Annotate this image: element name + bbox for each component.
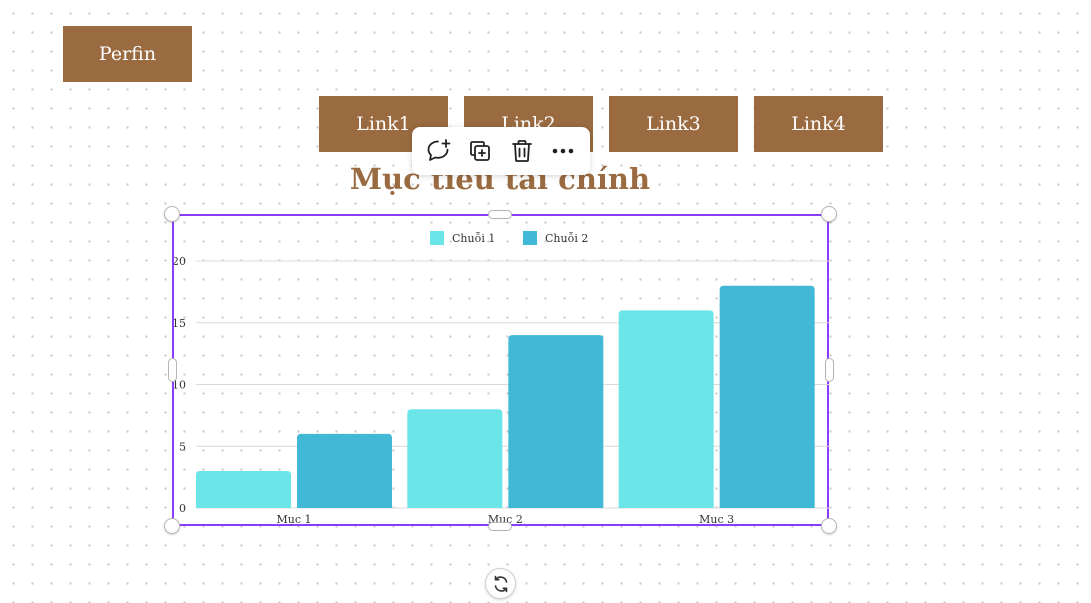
x-tick-label: Mục 3 (699, 513, 734, 526)
y-tick-label: 0 (179, 502, 186, 515)
resize-handle-bottom[interactable] (488, 522, 512, 531)
x-tick-label: Mục 1 (276, 513, 311, 526)
nav-link-1[interactable]: Link1 (319, 96, 448, 152)
rotate-button[interactable] (485, 568, 516, 599)
legend-label: Chuỗi 2 (545, 232, 588, 245)
add-comment-button[interactable] (421, 133, 457, 169)
nav-link-3[interactable]: Link3 (609, 96, 738, 152)
resize-handle-bottom-right[interactable] (821, 518, 837, 534)
more-options-button[interactable] (545, 133, 581, 169)
chart-container[interactable]: 0 5 10 15 20 Mục 1 Mục 2 Mục 3 Chuỗi 1 Chuỗi 2 (172, 214, 830, 526)
legend-swatch (523, 231, 537, 245)
trash-icon (511, 140, 532, 162)
y-tick-label: 10 (174, 379, 186, 392)
logo-button[interactable]: Perfin (63, 26, 192, 82)
duplicate-button[interactable] (462, 133, 498, 169)
duplicate-icon (470, 141, 491, 161)
resize-handle-top[interactable] (488, 210, 512, 219)
rotate-icon (494, 575, 507, 592)
resize-handle-top-right[interactable] (821, 206, 837, 222)
legend-swatch (430, 231, 444, 245)
bar-1-2 (407, 409, 503, 508)
resize-handle-right[interactable] (825, 358, 834, 382)
resize-handle-top-left[interactable] (164, 206, 180, 222)
element-toolbar (412, 127, 590, 175)
y-tick-label: 15 (174, 317, 186, 330)
comment-add-icon (427, 139, 451, 161)
y-tick-label: 20 (174, 255, 186, 268)
bar-1-1 (196, 470, 291, 508)
legend-label: Chuỗi 1 (452, 232, 495, 245)
resize-handle-left[interactable] (168, 358, 177, 382)
bar-2-1 (297, 433, 392, 508)
resize-handle-bottom-left[interactable] (164, 518, 180, 534)
nav-link-4[interactable]: Link4 (754, 96, 883, 152)
delete-button[interactable] (504, 133, 540, 169)
y-tick-label: 5 (179, 440, 186, 453)
bar-1-3 (618, 310, 714, 508)
bar-2-2 (508, 335, 604, 508)
bar-2-3 (719, 285, 815, 508)
more-icon (552, 148, 574, 154)
